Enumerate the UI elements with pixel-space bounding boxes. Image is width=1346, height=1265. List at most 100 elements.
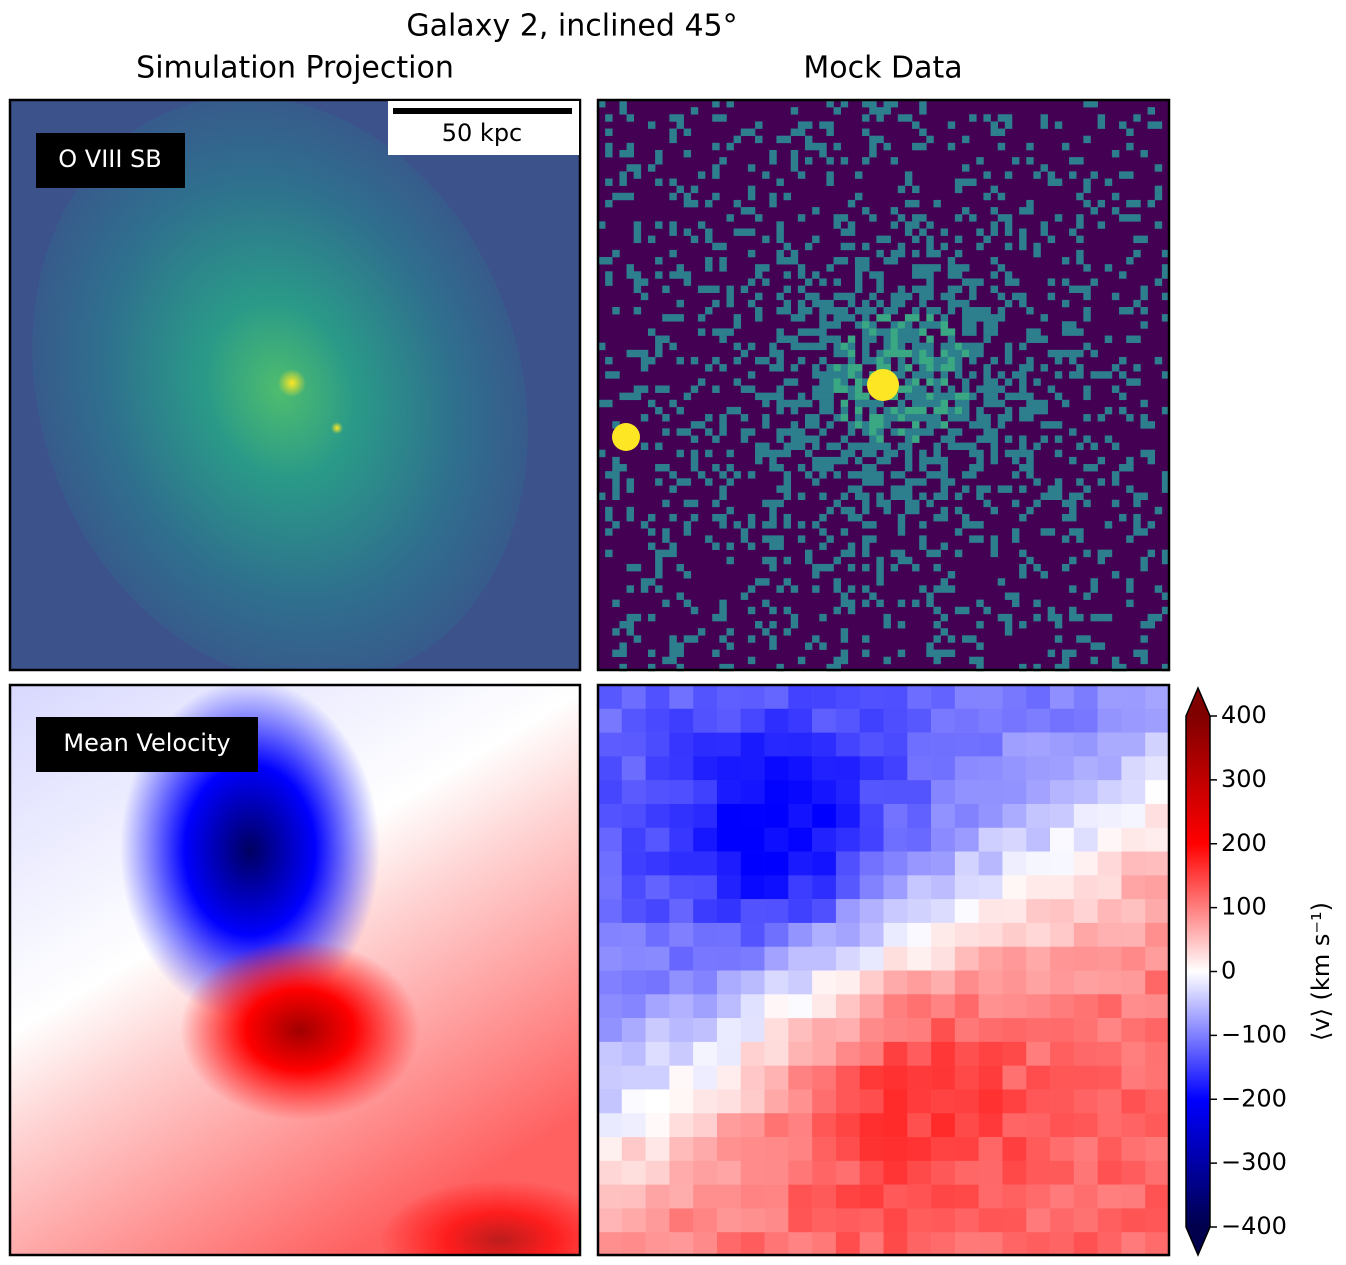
cell [1026,708,1051,733]
pixel [797,656,806,665]
pixel [1147,199,1156,208]
pixel [812,464,820,472]
pixel [876,421,884,429]
cell [1026,851,1051,876]
cell [1145,970,1170,995]
pixel [833,471,841,479]
panel-label-box [36,717,258,772]
pixel [1161,271,1170,279]
pixel [776,135,784,144]
pixel [740,385,749,393]
pixel [976,599,984,608]
pixel [1161,371,1170,379]
cell [812,708,837,733]
pixel [976,656,984,665]
cell [716,1065,742,1090]
cell [883,708,908,733]
pixel [1026,556,1034,565]
pixel [876,399,884,408]
pixel [1004,349,1013,358]
pixel [740,207,749,215]
pixel [933,492,941,500]
cell [1002,827,1027,852]
cell [693,685,718,710]
pixel [876,556,884,565]
cell [883,994,908,1019]
pixel [598,221,606,229]
cell [907,1208,932,1233]
pixel [840,406,849,415]
pixel [919,492,927,500]
pixel [1004,278,1013,286]
pixel [1076,442,1084,451]
cell [669,685,694,710]
cell [716,875,742,900]
pixel [619,171,627,179]
cell [1121,1113,1146,1138]
pixel [1004,392,1013,401]
pixel [947,306,956,315]
pixel [655,335,663,343]
pixel [690,499,699,508]
pixel [1076,249,1084,258]
cell [1097,1232,1122,1257]
pixel [712,499,720,508]
pixel [869,428,877,436]
cell [788,732,813,757]
pixel [954,442,963,451]
pixel [676,642,684,650]
pixel [962,485,970,493]
pixel [819,328,827,336]
pixel [1161,478,1170,486]
pixel [598,449,606,458]
pixel [904,478,913,486]
pixel [997,414,1006,422]
pixel [683,499,692,508]
pixel [790,364,799,372]
pixel [619,649,627,658]
pixel [840,649,849,658]
pixel [1126,199,1134,208]
pixel [1011,371,1020,379]
cell [1050,1089,1075,1114]
pixel [790,335,799,343]
cell [978,1232,1003,1257]
pixel [1147,449,1156,458]
pixel [1097,121,1106,129]
pixel [762,442,770,451]
pixel [862,542,870,550]
pixel [933,513,941,522]
cell [621,708,646,733]
cell [1121,1208,1146,1233]
cell [978,1184,1003,1209]
cell [693,827,718,852]
cell [859,1041,884,1066]
pixel [1011,471,1020,479]
pixel [940,421,949,429]
pixel [1154,356,1163,365]
pixel [676,406,684,415]
pixel [904,406,913,415]
cell [669,875,694,900]
pixel [947,257,956,265]
pixel [1097,221,1106,229]
cell [788,1018,813,1043]
pixel [869,464,877,472]
pixel [847,385,856,393]
pixel [662,528,670,536]
pixel [912,371,920,379]
pixel [1069,285,1077,294]
pixel [690,199,699,208]
pixel [1083,414,1091,422]
pixel [819,142,827,151]
pixel [1019,299,1027,308]
pixel [1040,364,1048,372]
pixel [598,492,606,500]
pixel [1083,199,1091,208]
pixel [1133,521,1141,529]
pixel [1140,563,1148,572]
pixel [605,549,613,558]
cell [954,756,979,781]
pixel [854,321,863,329]
pixel [876,578,884,586]
